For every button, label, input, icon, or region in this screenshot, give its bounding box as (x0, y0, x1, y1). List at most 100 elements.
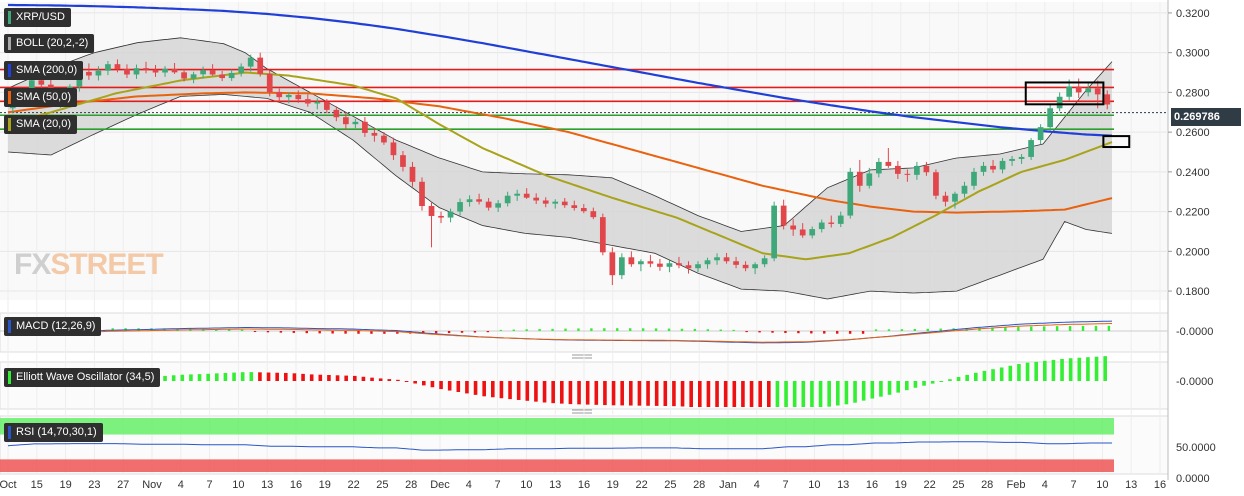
x-tick-label: 19 (59, 479, 71, 491)
macd-histogram-bar (512, 329, 515, 331)
macd-histogram-bar (861, 331, 865, 334)
rsi-label[interactable]: RSI (14,70,30,1) (4, 423, 103, 442)
macd-histogram-bar (874, 329, 878, 331)
macd-histogram-bar (215, 329, 218, 331)
candle-body (609, 252, 616, 276)
candle-body (28, 80, 35, 92)
candle (752, 262, 758, 275)
ewo-bar (611, 381, 616, 406)
candle-body (752, 264, 758, 269)
candle (181, 68, 187, 82)
macd-histogram-bar (564, 328, 567, 331)
candle (476, 193, 482, 205)
macd-label[interactable]: MACD (12,26,9) (4, 317, 102, 336)
bollinger-band (7, 37, 1113, 300)
candle (980, 161, 987, 176)
ewo-label[interactable]: Elliott Wave Oscillator (34,5) (4, 368, 161, 387)
candle-body (238, 66, 245, 73)
ewo-bar (767, 381, 771, 407)
ewo-bar (499, 381, 504, 399)
candle (419, 177, 425, 211)
candle (1018, 153, 1025, 164)
x-tick-label: 28 (405, 479, 417, 491)
candle-body (780, 205, 787, 226)
candle (295, 90, 302, 103)
bollinger-upper (7, 37, 1113, 232)
candle-body (999, 160, 1006, 170)
macd-histogram-bar (1107, 325, 1111, 331)
candle-body (885, 161, 892, 166)
ewo-bar (603, 381, 607, 406)
candle-body (942, 195, 949, 202)
candle-body (904, 173, 911, 175)
candle-body (571, 205, 578, 209)
candle-body (266, 73, 273, 92)
macd-histogram-bar (913, 329, 917, 331)
macd-panel: -0.0000 (0, 320, 1213, 344)
macd-histogram-bar (732, 329, 735, 331)
candle-body (818, 222, 825, 230)
sma50-label[interactable]: SMA (50,0) (4, 88, 78, 107)
candle-body (790, 225, 797, 230)
macd-histogram-bar (499, 329, 503, 331)
ewo-bar (844, 381, 849, 405)
sma20-label[interactable]: SMA (20,0) (4, 115, 78, 134)
ewo-bar (913, 381, 918, 388)
rsi-oversold-zone (0, 459, 1114, 472)
ewo-bar (344, 375, 348, 381)
sma200-label[interactable]: SMA (200,0) (4, 61, 84, 80)
candle (228, 69, 235, 81)
ewo-bar (1025, 362, 1030, 381)
ewo-bar (534, 381, 538, 402)
ewo-bar (189, 374, 193, 381)
candle (914, 161, 920, 180)
candle-body (809, 229, 816, 236)
time-axis: Oct 15 19 23 27 Nov 4 7 10 13 16 19 22 25 28 Dec 4 7 10 13 1… (0, 479, 1166, 491)
macd-y-tick: -0.0000 (1176, 326, 1213, 338)
boll-label[interactable]: BOLL (20,2,-2) (4, 34, 95, 53)
ewo-bar (836, 381, 840, 406)
ewo-y-tick: -0.0000 (1176, 376, 1213, 388)
ewo-bar (689, 381, 693, 407)
candle (628, 251, 635, 267)
candle (856, 159, 863, 192)
macd-histogram-bar (797, 331, 800, 334)
macd-histogram-bar (991, 327, 994, 331)
candle (371, 127, 378, 142)
candle (390, 137, 397, 160)
candle-body (114, 64, 121, 69)
candle-body (1066, 86, 1073, 97)
ewo-bar (1094, 356, 1099, 381)
macd-histogram-bar (486, 331, 490, 333)
x-tick-label: 22 (347, 479, 359, 491)
candle (638, 259, 644, 272)
candle-body (1047, 108, 1053, 128)
candle-body (390, 142, 397, 156)
macd-histogram-bar (279, 331, 283, 333)
x-tick-label: 25 (664, 479, 676, 491)
macd-histogram-bar (253, 331, 257, 333)
ewo-bar (801, 381, 806, 407)
macd-histogram-bar (758, 331, 761, 333)
candle-body (723, 257, 730, 262)
candle (847, 167, 854, 219)
ewo-bar (999, 367, 1004, 381)
y-tick-label: 0.3200 (1176, 8, 1210, 20)
macd-histogram-bar (836, 331, 839, 334)
macd-histogram-bar (810, 331, 813, 334)
fxstreet-watermark: FXSTREET (14, 248, 164, 281)
symbol-label[interactable]: XRP/USD (4, 8, 71, 27)
candle-body (761, 258, 768, 265)
ewo-bar (542, 381, 547, 403)
x-tick-label: 4 (466, 479, 472, 491)
candle (1056, 92, 1063, 112)
candle (504, 191, 511, 207)
ewo-bar (309, 374, 314, 381)
candle (495, 200, 501, 212)
macd-histogram-bar (460, 331, 464, 333)
candle-body (343, 117, 349, 125)
candle-body (95, 70, 102, 76)
rsi-y-tick: 0.0000 (1176, 473, 1210, 485)
macd-histogram-bar (1043, 326, 1046, 331)
candle (333, 106, 340, 122)
